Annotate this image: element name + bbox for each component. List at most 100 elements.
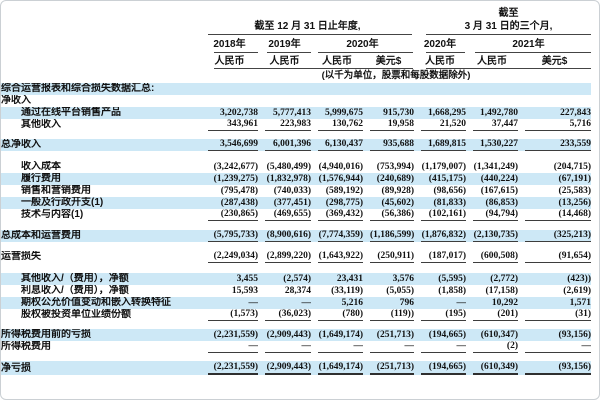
cell: 1,530,227: [466, 139, 518, 151]
cell: 21,520: [414, 119, 466, 131]
cell-value: (31): [525, 309, 591, 321]
cell: 15,593: [201, 285, 258, 297]
cell: —: [201, 341, 258, 353]
cell-value: (240,689): [376, 174, 414, 184]
period-header-three-months-line1: 截至: [498, 8, 519, 19]
cell-value: (251,713): [370, 362, 414, 375]
cell-value: 233,559: [525, 139, 591, 151]
cell: [201, 95, 258, 107]
cell-value: (2,249,034): [208, 251, 258, 263]
row-label: 所得税费用: [1, 341, 51, 352]
cell: (3,242,677): [201, 161, 258, 173]
row-label: 其他收入: [21, 119, 61, 130]
cell-value: (102,161): [421, 209, 466, 221]
table-row: 其他收入/（费用），净额 3,455 (2,574) 23,431 3,576 (5,59…: [1, 273, 591, 285]
cell: 1,492,780: [466, 107, 518, 119]
cell: (2,772): [466, 273, 518, 285]
table-row: 净收入: [1, 95, 591, 107]
cell-value: (780): [318, 309, 363, 321]
cell: 19,958: [363, 119, 414, 131]
row-label: 一般及行政开支(1): [1, 197, 201, 209]
cell: 1,571: [518, 297, 591, 309]
cell: (36,023): [258, 309, 311, 321]
cell: (4,940,016): [311, 161, 363, 173]
cell: (600,508): [466, 251, 518, 263]
column-header-currency: 人民币: [425, 56, 455, 67]
cell: (201): [466, 309, 518, 321]
cell: (250,911): [363, 251, 414, 263]
cell: (8,900,616): [258, 230, 311, 242]
cell: (1,649,174): [311, 361, 363, 375]
cell: (1,832,978): [258, 173, 311, 185]
table-row: 总净收入 3,546,699 6,001,396 6,130,437 935,688 1,…: [1, 139, 591, 151]
spacer-cell: [1, 242, 591, 251]
cell-value: (167,615): [480, 186, 518, 196]
cell: (287,438): [201, 197, 258, 209]
cell-value: (1,341,249): [473, 162, 518, 172]
cell-value: —: [208, 341, 258, 353]
cell-value: (195): [421, 309, 466, 321]
cell-value: (589,192): [325, 186, 363, 196]
table-row: 其他收入 343,961 223,983 130,762 19,958 21,520 37,…: [1, 119, 591, 131]
table-row: 销售和营销费用 (795,478) (740,033) (589,192) (89,92…: [1, 185, 591, 197]
table-row: 股权被投资单位业绩份额 (1,573) (36,023) (780) (119)) (19…: [1, 309, 591, 321]
cell: 5,216: [311, 297, 363, 309]
cell-value: (86,853): [485, 198, 518, 208]
cell: (469,655): [258, 209, 311, 221]
cell: (251,713): [363, 329, 414, 341]
header-rule: [475, 52, 591, 53]
row-label: 销售和营销费用: [21, 185, 91, 196]
cell-value: (740,033): [273, 186, 311, 196]
cell: (1,179,007): [414, 161, 466, 173]
column-header-currency: 人民币: [269, 56, 300, 67]
cell-value: (440,224): [480, 174, 518, 184]
cell-value: (194,665): [421, 362, 466, 375]
cell: (45,602): [363, 197, 414, 209]
cell-value: (5,595): [438, 274, 466, 284]
spacer-row: [1, 131, 591, 139]
cell: 6,130,437: [311, 139, 363, 151]
cell: 6,001,396: [258, 139, 311, 151]
header-rule: [214, 68, 413, 69]
cell: (1,643,922): [311, 251, 363, 263]
cell-value: —: [318, 341, 363, 353]
column-header-year: 2020年: [346, 39, 379, 50]
cell-value: 3,576: [392, 274, 414, 284]
cell: 3,455: [201, 273, 258, 285]
cell: (298,775): [311, 197, 363, 209]
cell: 5,999,675: [311, 107, 363, 119]
header-rule: [214, 52, 258, 53]
cell: (93,156): [518, 329, 591, 341]
cell: (93,156): [518, 361, 591, 375]
cell: —: [201, 297, 258, 309]
cell-value: 21,520: [421, 119, 466, 131]
table-row: 所得税费用 — — — — — (2) —: [1, 341, 591, 353]
cell-value: 6,001,396: [265, 139, 311, 151]
row-label: 所得税费用前的亏损: [1, 329, 201, 341]
column-header-year: 2019年: [268, 39, 301, 50]
cell-value: (91,654): [525, 251, 591, 263]
cell-value: 3,202,738: [220, 108, 258, 118]
header-rule: [208, 34, 412, 35]
cell: (2,574): [258, 273, 311, 285]
cell-value: 1,530,227: [473, 139, 518, 151]
cell-value: 10,292: [491, 298, 518, 308]
cell-value: (93,156): [525, 362, 591, 375]
cell-value: (13,256): [558, 198, 591, 208]
cell-value: 3,546,699: [208, 139, 258, 151]
table-row: 净亏损 (2,231,559) (2,909,443) (1,649,174) (251…: [1, 361, 591, 375]
cell-value: (194,665): [428, 330, 466, 340]
cell-value: 227,843: [560, 108, 591, 118]
cell: (5,480,499): [258, 161, 311, 173]
header-rule: [426, 34, 591, 35]
cell: —: [258, 297, 311, 309]
cell-value: 343,961: [208, 119, 258, 131]
period-header-three-months-line2: 3 月 31 日的三个月,: [464, 21, 553, 32]
column-header-currency: 美元$: [375, 56, 402, 67]
table-row: 利息收入/（费用），净额 15,593 28,374 (33,119) (5,055) (…: [1, 285, 591, 297]
cell-value: 130,762: [318, 119, 363, 131]
cell-value: (2,619): [563, 286, 591, 296]
cell: (86,853): [466, 197, 518, 209]
cell: (56,386): [363, 209, 414, 221]
